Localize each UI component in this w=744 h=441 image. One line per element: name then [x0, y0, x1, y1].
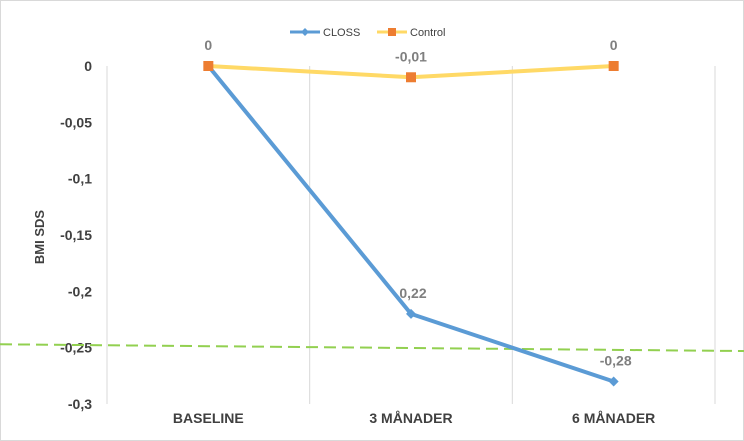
reference-line [0, 343, 744, 353]
y-axis-ticks: 0 -0,05 -0,1 -0,15 -0,2 -0,25 -0,3 [60, 58, 92, 412]
y-tick-label: -0,25 [60, 340, 92, 356]
series-group [203, 61, 619, 387]
closs-point [608, 376, 619, 387]
y-tick-label: 0 [84, 58, 92, 74]
legend-label-closs: CLOSS [323, 27, 360, 39]
control-point [608, 61, 619, 71]
legend: CLOSS Control [290, 27, 445, 39]
y-tick-label: -0,15 [60, 227, 92, 243]
y-tick-label: -0,2 [68, 283, 92, 299]
closs-data-label: 0,22 [399, 285, 426, 301]
y-axis-label: BMI SDS [32, 210, 47, 265]
data-labels: 0 -0,01 0 0,22 -0,28 [204, 37, 631, 368]
legend-marker-closs [301, 28, 309, 36]
x-axis-ticks: BASELINE 3 MÅNADER 6 MÅNADER [173, 410, 655, 426]
x-tick-label: BASELINE [173, 410, 244, 426]
closs-line [206, 64, 615, 384]
closs-data-label: -0,28 [600, 352, 632, 368]
x-tick-label: 6 MÅNADER [572, 410, 655, 426]
control-point [406, 72, 416, 83]
legend-marker-control [388, 28, 396, 36]
control-point [203, 61, 214, 71]
reference-dashed-line [0, 343, 744, 353]
control-data-label: 0 [610, 37, 618, 53]
control-data-label: -0,01 [395, 48, 427, 64]
control-data-label: 0 [204, 37, 212, 53]
y-tick-label: -0,3 [68, 396, 92, 412]
y-tick-label: -0,05 [60, 114, 92, 130]
y-tick-label: -0,1 [68, 171, 92, 187]
legend-label-control: Control [410, 27, 445, 39]
closs-point [406, 308, 416, 319]
x-tick-label: 3 MÅNADER [369, 410, 452, 426]
